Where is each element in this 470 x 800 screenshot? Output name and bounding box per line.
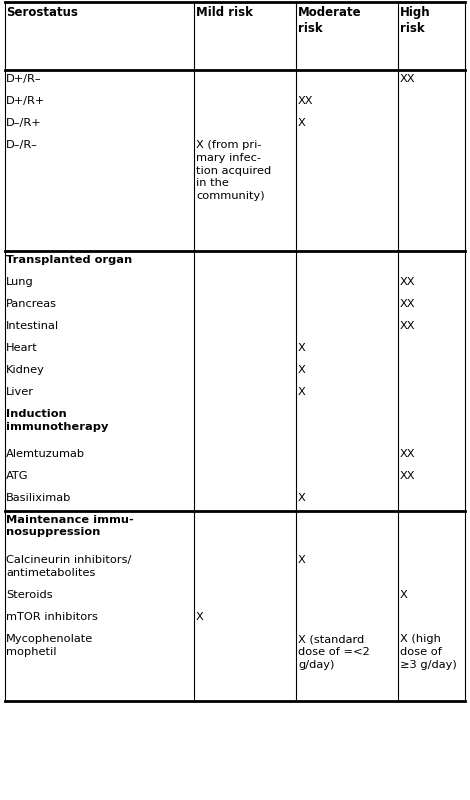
Text: Lung: Lung — [6, 277, 34, 287]
Text: X: X — [196, 613, 204, 622]
Text: Alemtuzumab: Alemtuzumab — [6, 449, 85, 458]
Text: XX: XX — [298, 96, 313, 106]
Text: Calcineurin inhibitors/
antimetabolites: Calcineurin inhibitors/ antimetabolites — [6, 555, 132, 578]
Text: XX: XX — [400, 470, 415, 481]
Text: X (from pri-
mary infec-
tion acquired
in the
community): X (from pri- mary infec- tion acquired i… — [196, 140, 271, 202]
Text: X: X — [298, 493, 306, 502]
Text: ATG: ATG — [6, 470, 29, 481]
Text: Mycophenolate
mophetil: Mycophenolate mophetil — [6, 634, 93, 658]
Text: D–/R+: D–/R+ — [6, 118, 42, 128]
Text: X: X — [298, 387, 306, 397]
Text: Moderate
risk: Moderate risk — [298, 6, 361, 35]
Text: X: X — [298, 365, 306, 375]
Text: XX: XX — [400, 449, 415, 458]
Text: mTOR inhibitors: mTOR inhibitors — [6, 613, 98, 622]
Text: D–/R–: D–/R– — [6, 140, 38, 150]
Text: X: X — [298, 343, 306, 353]
Text: Serostatus: Serostatus — [6, 6, 78, 19]
Text: Steroids: Steroids — [6, 590, 53, 601]
Text: XX: XX — [400, 321, 415, 331]
Text: Mild risk: Mild risk — [196, 6, 253, 19]
Text: High
risk: High risk — [400, 6, 431, 35]
Text: Transplanted organ: Transplanted organ — [6, 255, 132, 265]
Text: X: X — [400, 590, 408, 601]
Text: Liver: Liver — [6, 387, 34, 397]
Text: Maintenance immu-
nosuppression: Maintenance immu- nosuppression — [6, 514, 134, 538]
Text: XX: XX — [400, 277, 415, 287]
Text: D+/R–: D+/R– — [6, 74, 42, 84]
Text: Pancreas: Pancreas — [6, 299, 57, 309]
Text: Intestinal: Intestinal — [6, 321, 59, 331]
Text: Basiliximab: Basiliximab — [6, 493, 71, 502]
Text: X (high
dose of
≥3 g/day): X (high dose of ≥3 g/day) — [400, 634, 457, 670]
Text: X (standard
dose of =<2
g/day): X (standard dose of =<2 g/day) — [298, 634, 370, 670]
Text: Heart: Heart — [6, 343, 38, 353]
Text: XX: XX — [400, 74, 415, 84]
Text: Induction
immunotherapy: Induction immunotherapy — [6, 409, 109, 432]
Text: X: X — [298, 118, 306, 128]
Text: D+/R+: D+/R+ — [6, 96, 45, 106]
Text: X: X — [298, 555, 306, 566]
Text: XX: XX — [400, 299, 415, 309]
Text: Kidney: Kidney — [6, 365, 45, 375]
